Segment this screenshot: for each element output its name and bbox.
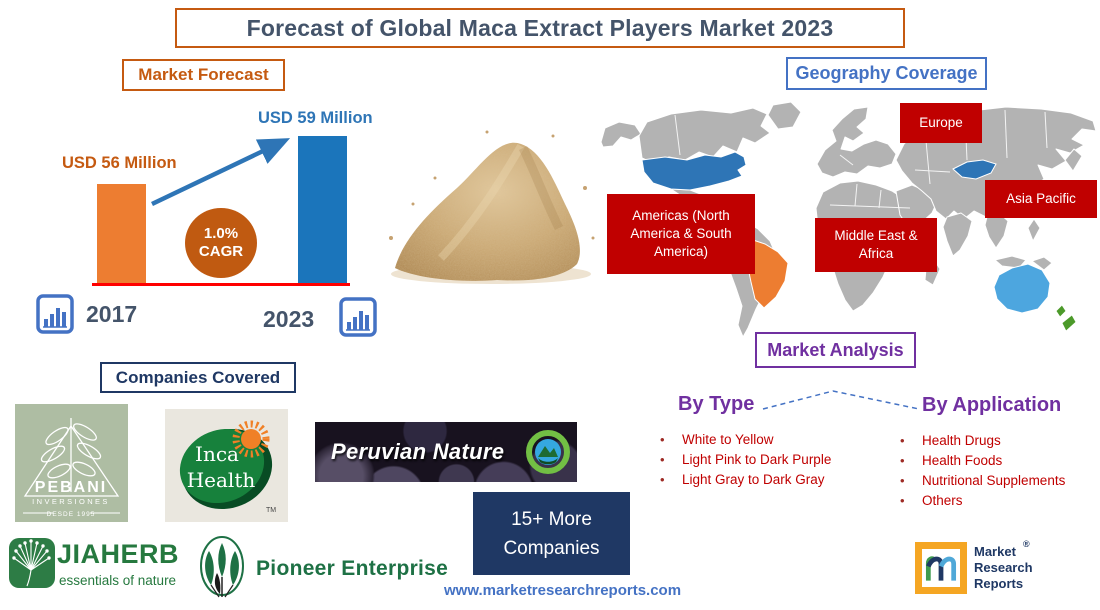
map-japan [1064, 148, 1083, 172]
map-europe [816, 106, 897, 178]
pebani-name: PEBANI [35, 479, 107, 496]
bar-2023 [298, 136, 347, 284]
map-philippines [1027, 218, 1041, 242]
map-indonesia [994, 255, 1027, 269]
region-label-asia-pacific: Asia Pacific [985, 180, 1097, 218]
mrr-line1: Market [974, 544, 1016, 559]
inca-name-line2: Health [187, 468, 256, 492]
registered-mark: ® [1023, 539, 1030, 549]
map-greenland [767, 101, 802, 130]
cagr-label: CAGR [198, 243, 244, 260]
growth-arrow-icon [151, 138, 291, 207]
list-item: Light Pink to Dark Purple [655, 450, 890, 470]
peruvian-globe-icon [526, 430, 570, 474]
year-end-label: 2023 [263, 306, 315, 332]
region-label-europe: Europe [900, 103, 982, 143]
world-map [600, 101, 1097, 338]
mrr-line2: Research [974, 560, 1033, 575]
map-indochina [984, 212, 1009, 249]
list-item: Light Gray to Dark Gray [655, 470, 890, 490]
list-item: Others [895, 491, 1100, 511]
market-research-reports-logo [915, 542, 967, 594]
pebani-sub: INVERSIONES [32, 497, 110, 506]
pebani-logo: PEBANI INVERSIONES DESDE 1995 [15, 404, 128, 522]
inca-tm: TM [266, 507, 276, 514]
jiaherb-name: JIAHERB [57, 539, 180, 569]
bar-2017 [97, 184, 146, 284]
website-link[interactable]: www.marketresearchreports.com [444, 582, 682, 599]
by-application-heading: By Application [922, 394, 1062, 416]
map-alaska [600, 121, 642, 148]
value-2023-label: USD 59 Million [258, 109, 373, 127]
region-label-americas: Americas (North America & South America) [607, 194, 755, 274]
map-australia-highlight [993, 263, 1051, 314]
pioneer-plant-icon [200, 536, 244, 598]
bar-chart-icon-right [339, 297, 377, 337]
chart-baseline [92, 283, 350, 286]
more-companies-badge: 15+ More Companies [473, 492, 630, 575]
jiaherb-tagline: essentials of nature [59, 573, 177, 588]
list-item: White to Yellow [655, 430, 890, 450]
inca-health-logo: Inca Health TM [165, 409, 288, 522]
more-companies-line1: 15+ More [511, 508, 592, 530]
connector-lines [762, 390, 920, 410]
market-forecast-label: Market Forecast [122, 59, 285, 91]
list-item: Nutritional Supplements [895, 471, 1100, 491]
cagr-badge: 1.0% CAGR [185, 208, 257, 278]
inca-name-line1: Inca [195, 442, 239, 466]
map-indonesia-2 [1031, 256, 1053, 271]
peruvian-nature-name: Peruvian Nature [331, 439, 505, 464]
list-item: Health Foods [895, 451, 1100, 471]
pioneer-enterprise-name: Pioneer Enterprise [256, 557, 449, 580]
map-mongolia-highlight [952, 159, 997, 180]
more-companies-line2: Companies [503, 537, 600, 559]
mrr-line3: Reports [974, 576, 1024, 591]
geography-coverage-label: Geography Coverage [786, 57, 987, 90]
mrr-wordmark: Market Research Reports [974, 544, 1054, 592]
list-item: Health Drugs [895, 431, 1100, 451]
bar-chart-icon-left [36, 294, 74, 334]
market-analysis-label: Market Analysis [755, 332, 916, 368]
map-new-zealand-highlight [1055, 304, 1067, 318]
map-india [942, 212, 973, 257]
pebani-since: DESDE 1995 [47, 511, 96, 518]
map-new-zealand-highlight-2 [1061, 314, 1077, 332]
region-label-middle-east-africa: Middle East & Africa [815, 218, 937, 272]
year-start-label: 2017 [86, 301, 138, 327]
cagr-value: 1.0% [203, 225, 239, 242]
by-application-list: Health Drugs Health Foods Nutritional Su… [895, 431, 1100, 511]
value-2017-label: USD 56 Million [62, 154, 177, 172]
by-type-list: White to Yellow Light Pink to Dark Purpl… [655, 430, 890, 490]
jiaherb-icon [9, 538, 55, 588]
companies-covered-label: Companies Covered [100, 362, 296, 393]
page-title: Forecast of Global Maca Extract Players … [175, 8, 905, 48]
mrr-m-icon [925, 556, 957, 581]
peruvian-nature-logo: Peruvian Nature [315, 422, 577, 482]
maca-powder-image [389, 130, 595, 284]
by-type-heading: By Type [678, 393, 755, 415]
map-usa-highlight [641, 151, 747, 191]
